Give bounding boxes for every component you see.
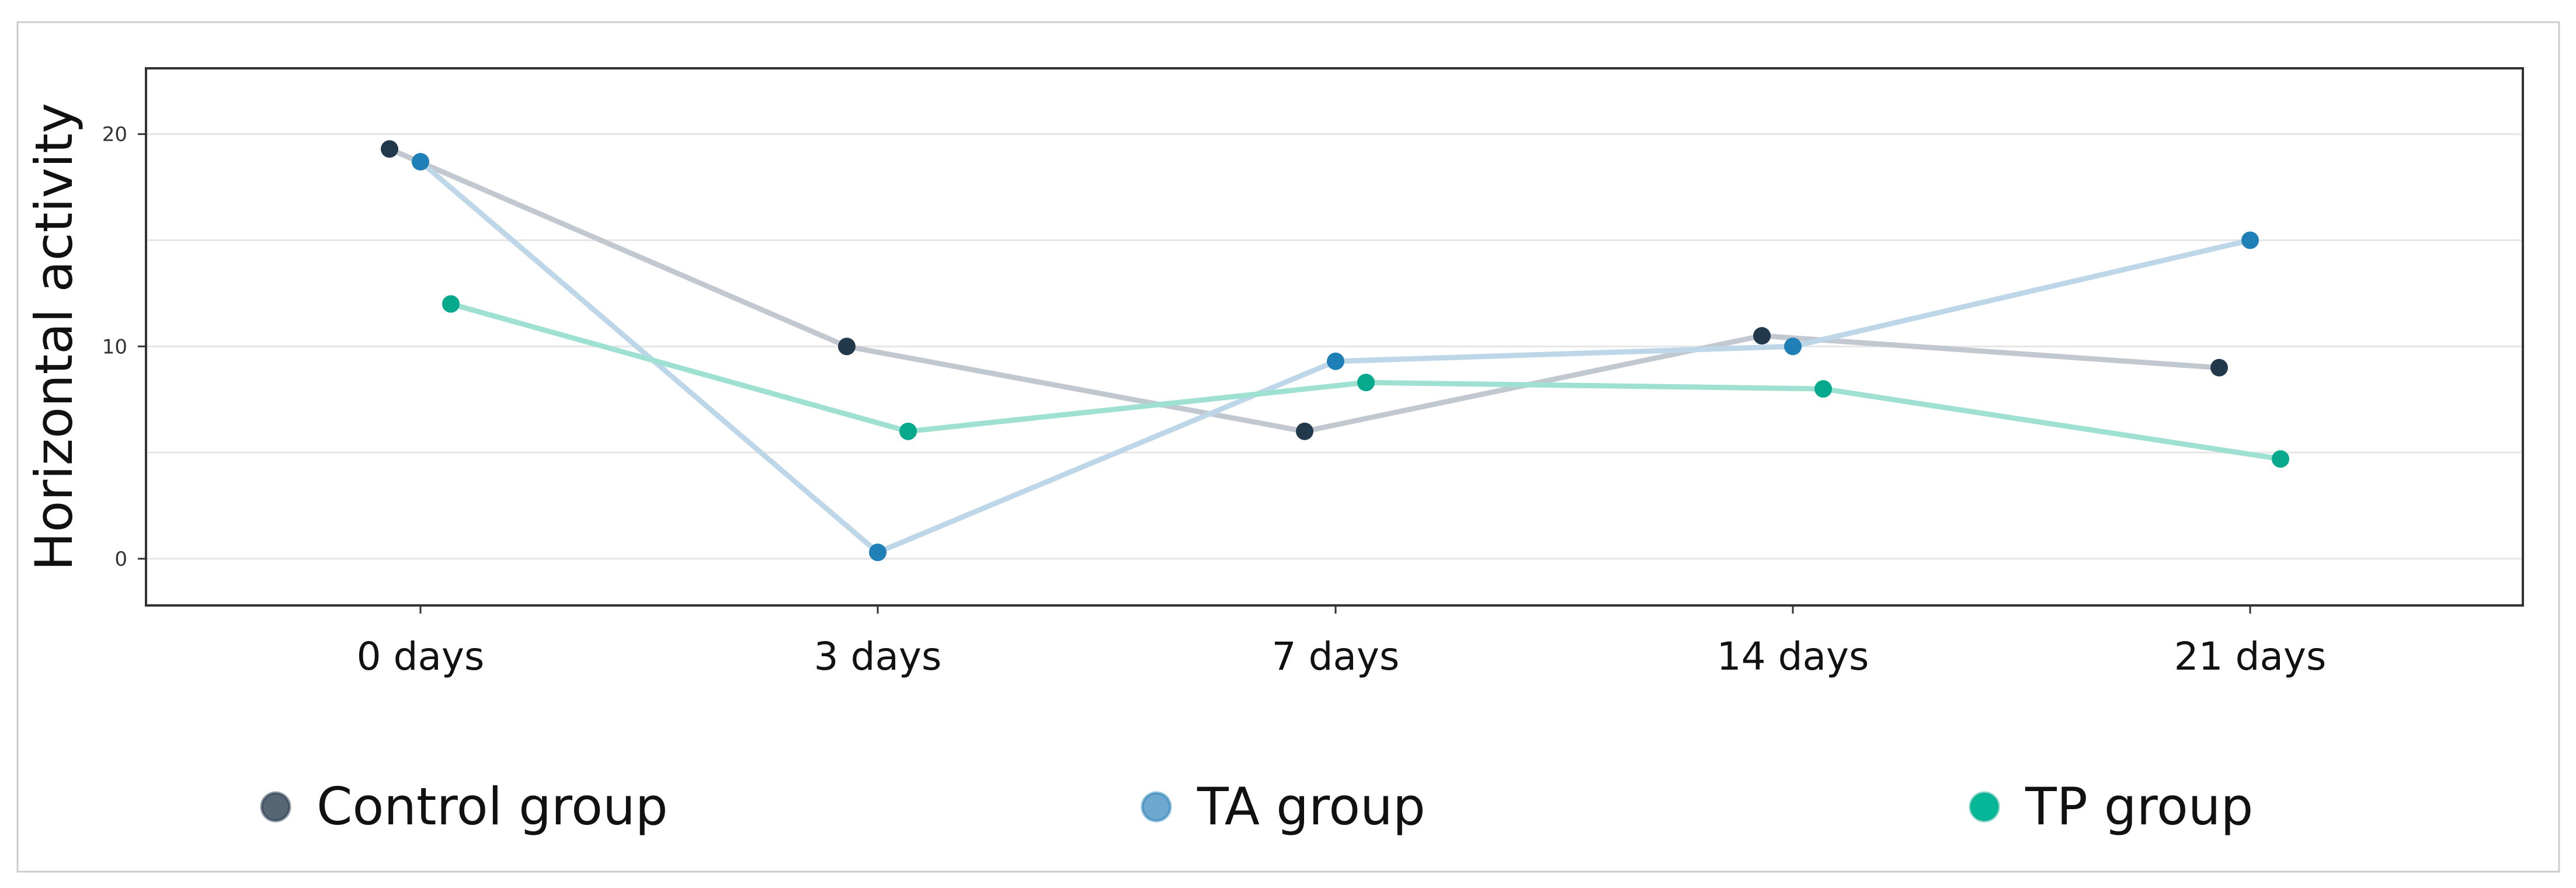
y-tick-label: 20 [102, 123, 127, 147]
figure-outer-border [16, 21, 2560, 873]
data-point [838, 337, 856, 356]
legend-item: TA group [1141, 776, 1426, 837]
x-tick-label: 7 days [1272, 634, 1400, 679]
legend-marker [260, 791, 291, 823]
x-tick-label: 3 days [814, 634, 942, 679]
data-point [1357, 374, 1375, 392]
legend-label: Control group [317, 776, 668, 837]
data-point [2272, 450, 2289, 468]
legend-label: TP group [2025, 776, 2253, 837]
y-tick-label: 10 [102, 335, 127, 358]
data-point [1814, 380, 1832, 398]
data-point [2241, 231, 2259, 249]
data-point [1327, 352, 1344, 370]
data-point [412, 153, 429, 170]
data-point [442, 295, 460, 313]
series-points [381, 140, 2289, 562]
x-axis-ticks: 0 days 3 days 7 days 14 days 21 days [357, 605, 2327, 679]
data-point [1784, 337, 1802, 356]
data-point [869, 544, 887, 562]
legend-marker [1969, 791, 2000, 823]
legend-item: TP group [1969, 776, 2253, 837]
data-point [1753, 327, 1771, 345]
y-axis-label: Horizontal activity [24, 103, 84, 571]
plot-panel-border [145, 67, 2524, 607]
data-point [1296, 422, 1313, 440]
y-axis-ticks: 0 10 20 [102, 123, 146, 571]
x-tick-label: 0 days [357, 634, 485, 679]
grid-lines [146, 133, 2523, 560]
x-tick-label: 14 days [1717, 634, 1869, 679]
legend-marker [1141, 791, 1172, 823]
legend-label: TA group [1197, 776, 1426, 837]
x-tick-label: 21 days [2174, 634, 2327, 679]
data-point [2210, 358, 2228, 377]
legend-item: Control group [260, 776, 668, 837]
legend: Control group TA group TP group [260, 776, 2253, 837]
data-point [899, 422, 917, 440]
data-point [381, 140, 398, 158]
y-tick-label: 0 [114, 548, 127, 571]
